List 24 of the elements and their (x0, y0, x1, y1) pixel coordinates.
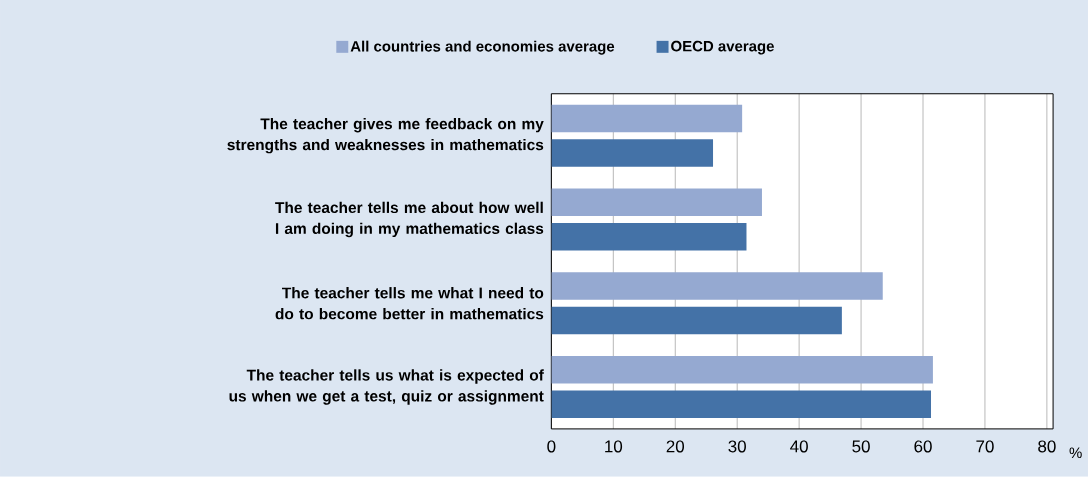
y-tick-label: The teacher gives me feedback on my strengths and weaknesses in mathematics (227, 118, 544, 154)
legend-label: OECD average (671, 40, 774, 55)
bar (551, 223, 747, 251)
x-tick-label: 20 (666, 440, 685, 453)
legend-label: All countries and economies average (350, 40, 615, 55)
bar (551, 139, 714, 167)
x-tick-label: 10 (605, 440, 623, 453)
x-tick-label: 30 (728, 440, 746, 453)
bar (551, 390, 932, 419)
bar (551, 104, 743, 133)
x-tick-label: 80 (1038, 440, 1056, 453)
bar (551, 188, 762, 217)
x-axis-title: % (1069, 447, 1082, 459)
bar (551, 356, 933, 384)
bar (551, 272, 883, 300)
bar (551, 306, 842, 335)
y-tick-label: The teacher tells me what I need to do to become better in mathematics (275, 287, 544, 320)
x-tick-label: 70 (976, 440, 994, 453)
x-tick-label: 60 (914, 440, 932, 453)
y-tick-label: The teacher tells me about how well I am doing in my mathematics class (275, 201, 544, 238)
x-tick-label: 40 (790, 440, 808, 453)
x-tick-label: 0 (547, 440, 556, 453)
x-tick-label: 50 (852, 440, 870, 453)
y-tick-label: The teacher tells us what is expected of us when we get a test, quiz or assignment (229, 369, 544, 405)
